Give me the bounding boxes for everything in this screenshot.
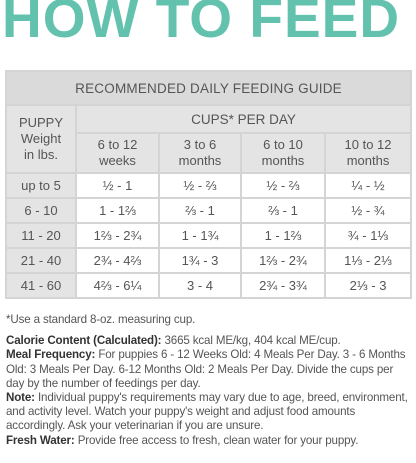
column-header-line: 3 to 6 bbox=[183, 137, 217, 152]
column-header-line: months bbox=[346, 153, 390, 168]
cups-cell: ¾ - 1⅓ bbox=[323, 222, 413, 249]
corner-line: Weight bbox=[20, 131, 62, 146]
column-header-line: months bbox=[178, 153, 222, 168]
note-paragraph: Fresh Water: Provide free access to fres… bbox=[6, 434, 412, 448]
data-row: 21 - 40 2¾ - 4⅔ 1¾ - 3 1⅔ - 2¾ 1⅓ - 2⅓ bbox=[5, 247, 413, 274]
corner-header: PUPPY Weight in lbs. bbox=[5, 104, 77, 174]
cups-cell: 1 - 1⅔ bbox=[240, 222, 326, 249]
cups-cell: ½ - 1 bbox=[75, 172, 160, 199]
caption-row: RECOMMENDED DAILY FEEDING GUIDE bbox=[4, 70, 413, 106]
weight-cell: 6 - 10 bbox=[5, 197, 77, 224]
cups-cell: ¼ - ½ bbox=[323, 172, 413, 199]
weight-cell: 11 - 20 bbox=[5, 222, 77, 249]
cups-cell: ½ - ¾ bbox=[323, 197, 413, 224]
cups-cell: ½ - ⅔ bbox=[240, 172, 326, 199]
cups-cell: ⅔ - 1 bbox=[158, 197, 242, 224]
note-paragraph: Note: Individual puppy's requirements ma… bbox=[6, 391, 412, 434]
cups-cell: 4⅔ - 6¼ bbox=[75, 272, 160, 299]
group-row: PUPPY Weight in lbs. CUPS* PER DAY bbox=[5, 104, 413, 174]
note-label: Meal Frequency: bbox=[6, 348, 96, 362]
column-row: 6 to 12 weeks 3 to 6 months 6 to 10 months 10 … bbox=[6, 132, 413, 174]
note-text: For puppies 6 - 12 Weeks Old: 4 Meals Pe… bbox=[6, 348, 406, 390]
data-row: 11 - 20 1⅔ - 2¾ 1 - 1¾ 1 - 1⅔ ¾ - 1⅓ bbox=[5, 222, 413, 249]
note-text: 3665 kcal ME/kg, 404 kcal ME/cup. bbox=[164, 334, 341, 348]
cups-cell: 2¾ - 3¾ bbox=[240, 272, 326, 299]
column-header-line: months bbox=[261, 153, 305, 168]
weight-cell: 41 - 60 bbox=[5, 272, 77, 299]
column-header-line: weeks bbox=[99, 153, 136, 168]
cups-cell: 1 - 1¾ bbox=[158, 222, 242, 249]
column-header-line: 10 to 12 bbox=[344, 137, 392, 152]
note-paragraph: Calorie Content (Calculated): 3665 kcal … bbox=[6, 334, 412, 348]
cups-cell: 1⅔ - 2¾ bbox=[240, 247, 326, 274]
weight-cell: up to 5 bbox=[5, 172, 77, 199]
notes: *Use a standard 8-oz. measuring cup. Cal… bbox=[6, 313, 412, 448]
note-label: Calorie Content (Calculated): bbox=[6, 334, 162, 348]
cups-cell: ⅔ - 1 bbox=[240, 197, 326, 224]
cups-cell: 2¾ - 4⅔ bbox=[75, 247, 160, 274]
data-row: 41 - 60 4⅔ - 6¼ 3 - 4 2¾ - 3¾ 2⅓ - 3 bbox=[5, 272, 413, 299]
cups-cell: 2⅓ - 3 bbox=[323, 272, 413, 299]
title: HOW TO FEED bbox=[2, 0, 401, 49]
corner-line: in lbs. bbox=[24, 147, 58, 162]
note-label: Fresh Water: bbox=[6, 433, 75, 447]
column-header: 6 to 12 weeks bbox=[75, 132, 160, 174]
cups-cell: 1 - 1⅔ bbox=[75, 197, 160, 224]
column-header-line: 6 to 10 bbox=[263, 137, 303, 152]
footnote: *Use a standard 8-oz. measuring cup. bbox=[6, 313, 196, 326]
note-text: Individual puppy's requirements may vary… bbox=[6, 391, 408, 433]
feeding-table: RECOMMENDED DAILY FEEDING GUIDE PUPPY Weig… bbox=[4, 70, 413, 299]
column-header: 3 to 6 months bbox=[158, 132, 242, 174]
note-paragraph: Meal Frequency: For puppies 6 - 12 Weeks… bbox=[6, 348, 412, 391]
cups-cell: 1¾ - 3 bbox=[158, 247, 242, 274]
column-header-line: 6 to 12 bbox=[97, 137, 138, 152]
weight-cell: 21 - 40 bbox=[5, 247, 77, 274]
table-caption: RECOMMENDED DAILY FEEDING GUIDE bbox=[4, 70, 413, 106]
column-header: 6 to 10 months bbox=[240, 132, 326, 174]
group-header: CUPS* PER DAY bbox=[74, 104, 413, 134]
note-label: Note: bbox=[6, 391, 35, 405]
cups-cell: 3 - 4 bbox=[158, 272, 242, 299]
corner-line: PUPPY bbox=[18, 115, 64, 130]
cups-cell: 1⅔ - 2¾ bbox=[75, 222, 160, 249]
note-text: Provide free access to fresh, clean wate… bbox=[77, 433, 359, 447]
cups-cell: ½ - ⅔ bbox=[158, 172, 242, 199]
cups-cell: 1⅓ - 2⅓ bbox=[323, 247, 413, 274]
column-header: 10 to 12 months bbox=[323, 132, 413, 174]
